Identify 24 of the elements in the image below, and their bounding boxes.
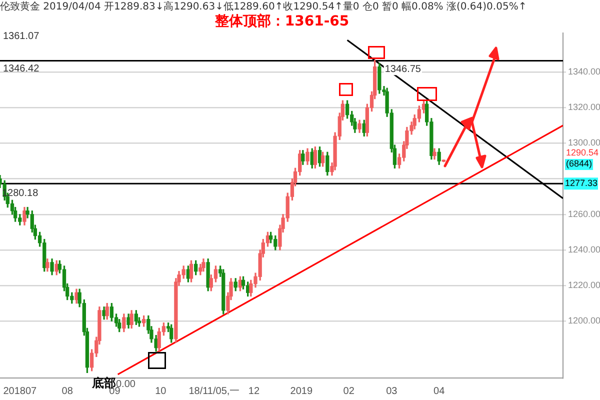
x-tick-label: 2019 <box>290 386 313 397</box>
y-tick-label: 1340.00 <box>568 66 600 77</box>
x-tick-label: 02 <box>343 386 355 397</box>
x-tick-label: 12 <box>248 386 260 397</box>
annotation: 1361.07 <box>3 30 40 42</box>
y-tick-label: 1200.00 <box>568 316 600 326</box>
x-tick-label: 10 <box>155 386 167 397</box>
x-tick-label: 03 <box>386 386 398 397</box>
x-tick-label: 18/11/05,一 <box>188 386 240 397</box>
text: (6844) <box>566 158 592 168</box>
y-tick-label: 1220.00 <box>568 280 600 290</box>
y-tick-label: 1320.00 <box>568 102 600 112</box>
text: 1290.54 <box>566 147 599 158</box>
x-tick-label: 04 <box>434 386 446 397</box>
text: 整体顶部：1361-65 <box>214 12 350 30</box>
ref-line-label: 1277.33 <box>565 178 598 188</box>
x-tick-label: 08 <box>62 386 74 397</box>
x-tick-label: 201807 <box>3 386 38 397</box>
y-tick-label: 1300.00 <box>568 138 600 148</box>
chart-title: 伦致黄金 2019/04/04 开1289.83↓高1290.63↓低1289.60↑收1290.54↑量0 仓0 暂0 幅0.08% 涨(0.64)0.05%↑ <box>0 0 527 13</box>
y-tick-label: 1240.00 <box>568 244 600 254</box>
annotation: 1346.75 <box>384 64 422 75</box>
y-tick-label: 1260.00 <box>568 208 600 219</box>
ref-line-label: 1346.42 <box>3 63 40 74</box>
